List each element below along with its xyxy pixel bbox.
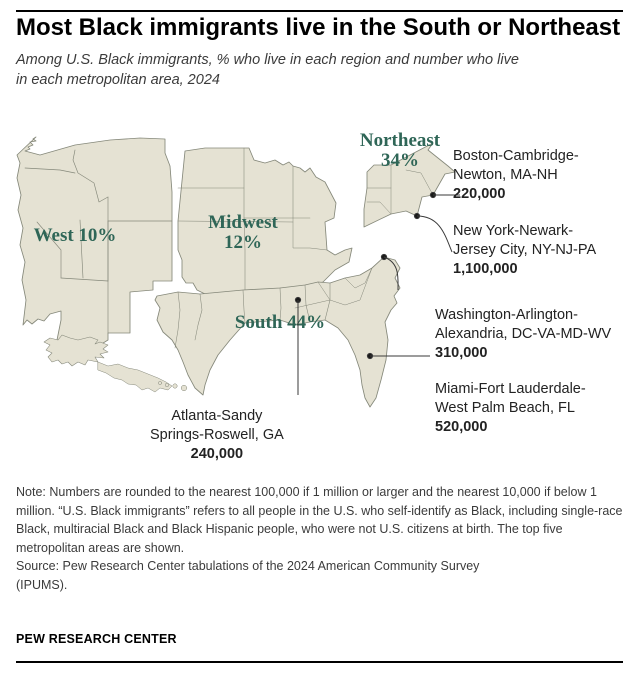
svg-text:South 44%: South 44% (235, 312, 325, 333)
svg-text:12%: 12% (224, 232, 262, 253)
svg-text:West 10%: West 10% (34, 225, 117, 246)
svg-text:34%: 34% (381, 150, 419, 171)
svg-text:Northeast: Northeast (360, 130, 441, 151)
svg-text:Midwest: Midwest (208, 212, 278, 233)
